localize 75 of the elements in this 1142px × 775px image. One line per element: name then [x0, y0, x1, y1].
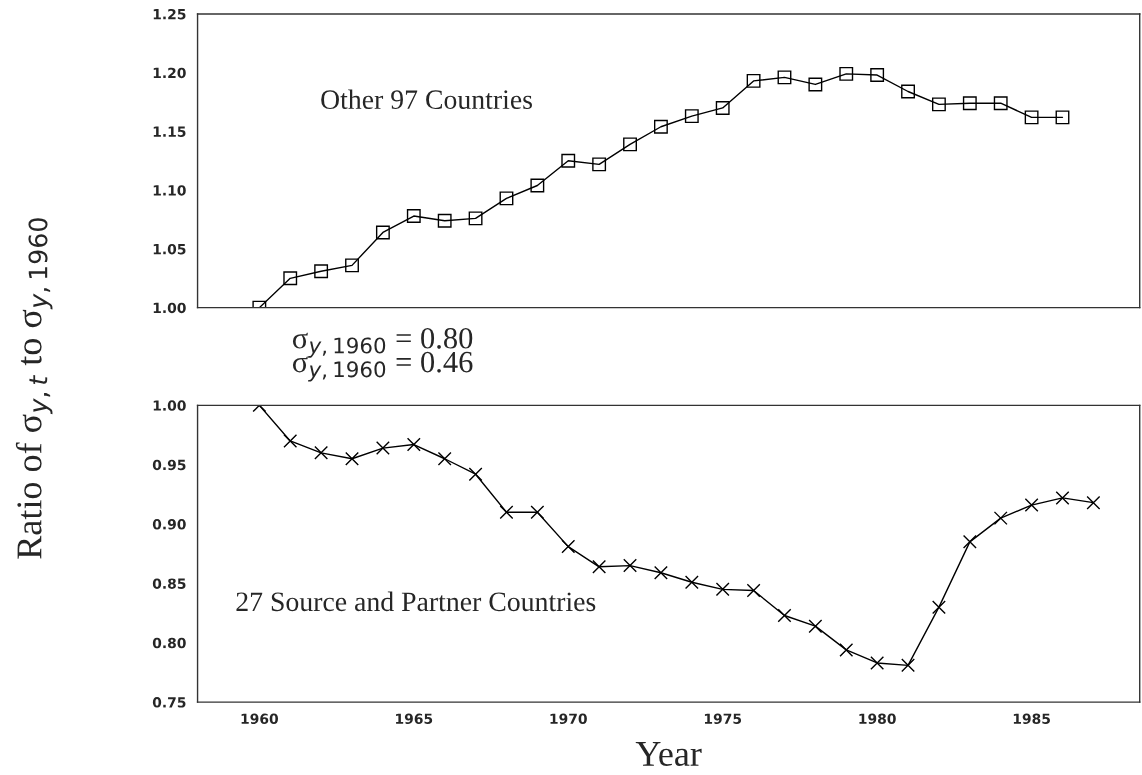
y-tick-label: 0.75 — [152, 697, 186, 708]
point — [623, 137, 637, 152]
y-tick-label: 1.20 — [153, 67, 186, 79]
y-tick-label: 0.90 — [152, 519, 186, 530]
point — [437, 213, 452, 228]
point — [406, 209, 421, 223]
y-tick-label: 1.25 — [153, 8, 186, 20]
point — [468, 467, 483, 482]
point — [870, 656, 885, 670]
y-tick-label: 0.85 — [152, 578, 186, 589]
point — [623, 558, 637, 573]
point — [1024, 498, 1039, 513]
point — [561, 153, 576, 168]
x-tick-label: 1985 — [1013, 713, 1050, 725]
point — [901, 84, 915, 99]
point — [777, 70, 792, 85]
x-tick-label: 1975 — [704, 713, 742, 725]
x-axis-title: Year — [635, 742, 702, 767]
point — [530, 505, 545, 520]
y-tick-label: 1.00 — [153, 400, 186, 411]
point — [684, 575, 699, 590]
point — [870, 68, 885, 82]
point — [345, 451, 359, 466]
y-tick-label: 0.95 — [152, 459, 186, 471]
point — [437, 451, 452, 466]
point — [746, 73, 761, 88]
point — [314, 445, 329, 460]
point — [962, 534, 977, 549]
point — [653, 119, 668, 134]
point — [931, 600, 946, 615]
point — [808, 77, 823, 92]
y-tick-label: 1.00 — [153, 302, 186, 314]
y-tick-label: 1.05 — [153, 243, 186, 255]
point — [901, 658, 915, 673]
point — [684, 109, 699, 124]
point — [1024, 110, 1039, 125]
point — [345, 258, 359, 273]
point — [592, 559, 607, 574]
point — [561, 539, 576, 554]
point — [283, 433, 298, 448]
y-tick-label: 0.80 — [152, 637, 186, 649]
point — [1086, 495, 1101, 510]
point — [839, 66, 854, 81]
point — [993, 511, 1008, 526]
x-tick-label: 1970 — [550, 713, 587, 725]
point — [962, 96, 977, 111]
point — [592, 157, 607, 172]
point — [1055, 110, 1070, 125]
y-axis-title: Ratio of σ$_{y,t}$ to σ$_{y,1960}$ — [15, 218, 53, 559]
x-tick-label: 1960 — [241, 713, 279, 725]
point — [283, 271, 298, 286]
point — [993, 96, 1008, 111]
point — [777, 608, 792, 623]
point — [314, 264, 329, 279]
point — [715, 100, 730, 115]
point — [499, 191, 514, 206]
point — [375, 225, 390, 240]
point — [746, 583, 761, 598]
point — [468, 211, 483, 226]
point — [715, 582, 730, 597]
point — [1055, 490, 1070, 505]
point — [499, 505, 514, 520]
point — [808, 619, 823, 634]
annotation: Other 97 Countries — [321, 89, 532, 110]
point — [530, 178, 545, 193]
x-tick-label: 1980 — [859, 713, 896, 725]
annotation: 27 Source and Partner Countries — [236, 591, 596, 612]
point — [375, 441, 390, 456]
point — [406, 437, 421, 452]
point — [931, 97, 946, 112]
x-tick-label: 1965 — [396, 713, 433, 725]
y-tick-label: 1.15 — [153, 126, 186, 137]
point — [653, 565, 668, 580]
point — [839, 642, 854, 657]
y-tick-label: 1.10 — [153, 185, 186, 196]
